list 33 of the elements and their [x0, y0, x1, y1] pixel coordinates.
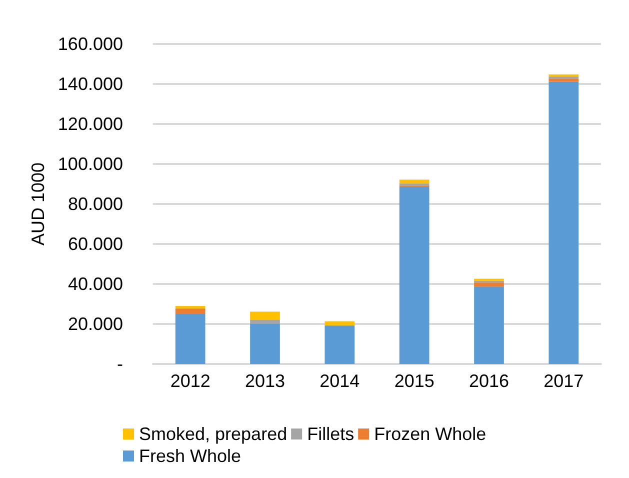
bar	[474, 286, 504, 364]
y-tick-label: 100.000	[58, 154, 123, 174]
y-tick-label: 120.000	[58, 114, 123, 134]
legend-label: Frozen Whole	[374, 424, 486, 444]
y-tick-label: 20.000	[68, 314, 123, 334]
bar	[175, 308, 206, 314]
x-tick-label: 2013	[244, 371, 286, 391]
bar	[548, 82, 579, 364]
bar	[324, 321, 355, 326]
bar	[474, 282, 504, 286]
x-tick-label: 2016	[468, 371, 510, 391]
x-tick-label: 2015	[394, 371, 434, 391]
y-tick-label: -	[117, 354, 123, 374]
bar	[175, 314, 206, 364]
bar	[250, 320, 280, 324]
x-tick-label: 2012	[170, 371, 210, 391]
x-tick-label: 2014	[320, 371, 360, 391]
bar	[399, 180, 430, 184]
bar	[324, 325, 355, 364]
bar	[250, 312, 280, 320]
legend-label: Fresh Whole	[139, 446, 242, 466]
legend-label: Fillets	[307, 424, 354, 444]
y-tick-label: 80.000	[68, 194, 123, 214]
bar	[250, 324, 280, 364]
x-tick-label: 2017	[544, 371, 584, 391]
bar	[548, 78, 579, 82]
y-axis-title: AUD 1000	[28, 162, 48, 246]
legend-label: Smoked, prepared	[139, 424, 288, 444]
y-tick-label: 140.000	[58, 74, 123, 94]
y-tick-label: 160.000	[58, 34, 123, 54]
y-tick-label: 60.000	[68, 234, 123, 254]
y-tick-label: 40.000	[68, 274, 123, 294]
bar	[399, 187, 430, 364]
